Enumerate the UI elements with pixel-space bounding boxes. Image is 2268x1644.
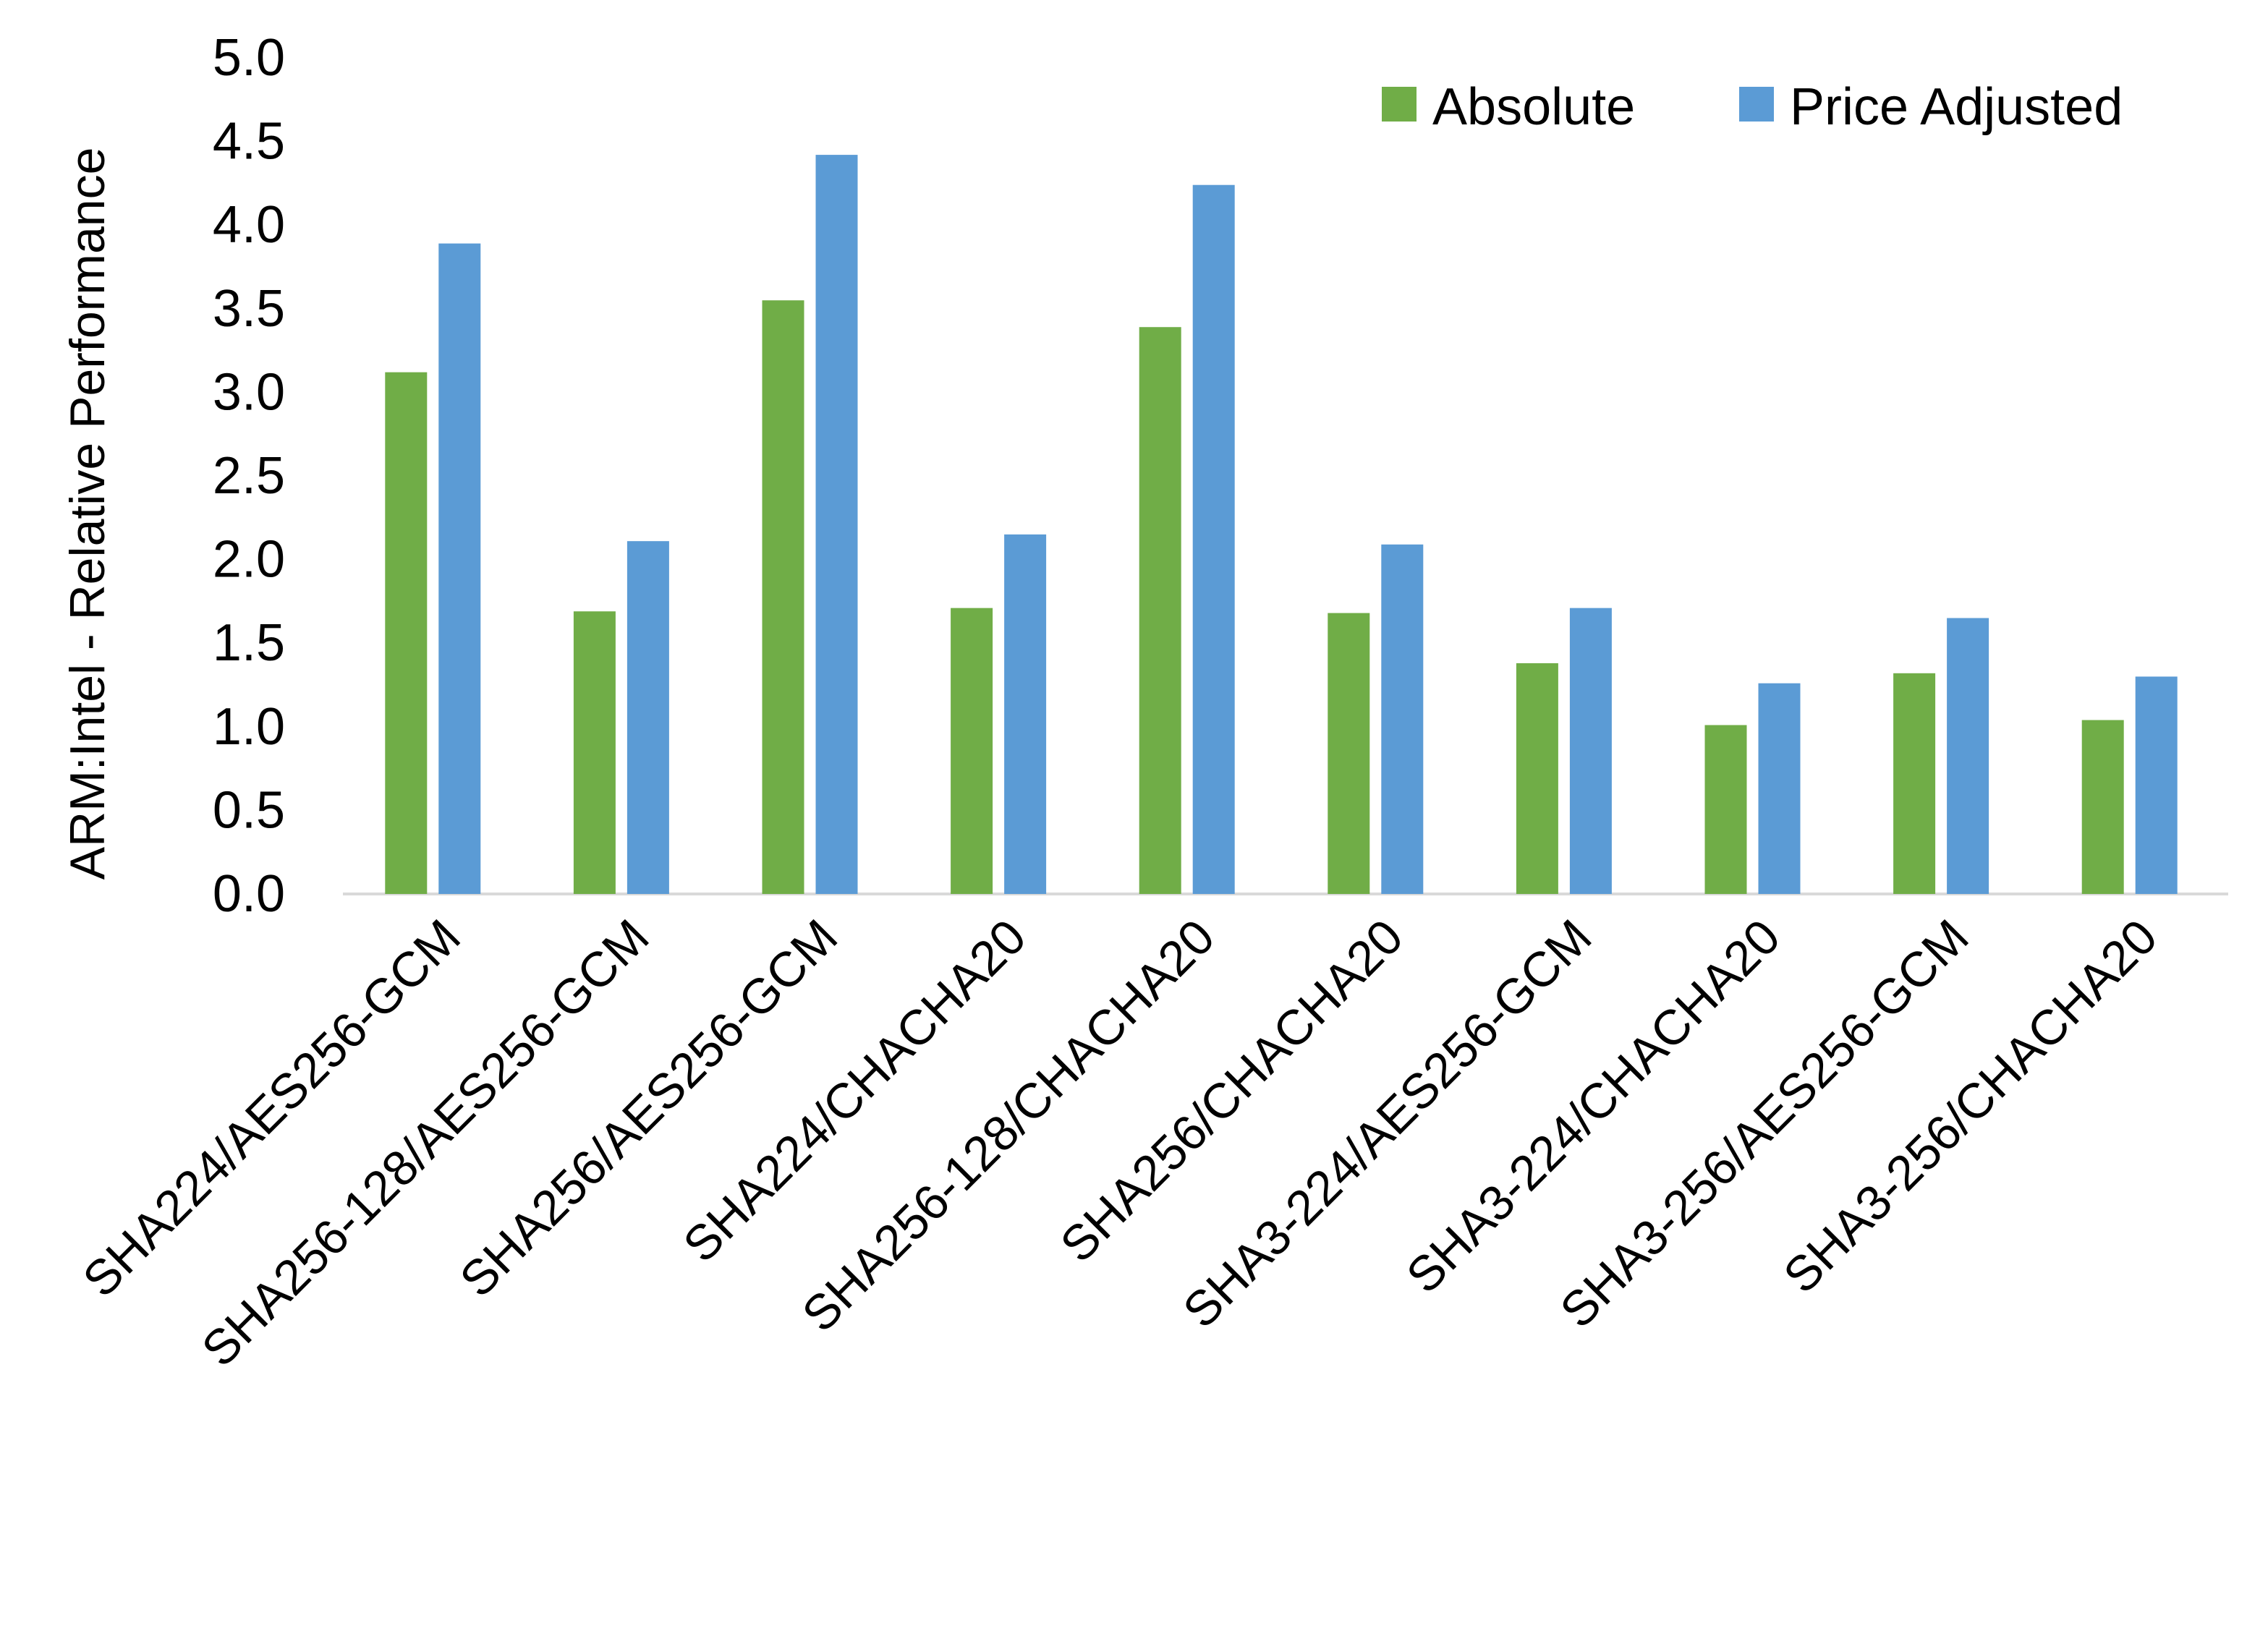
bar-absolute — [762, 300, 804, 894]
y-tick-label: 0.5 — [213, 781, 285, 839]
x-tick-label: SHA224/AES256-GCM — [72, 909, 471, 1308]
bar-absolute — [573, 611, 616, 894]
bar-absolute — [1516, 663, 1558, 894]
bar-absolute — [385, 372, 428, 894]
y-tick-label: 5.0 — [213, 29, 285, 87]
bar-price-adjusted — [815, 155, 858, 894]
bar-absolute — [1704, 725, 1747, 894]
bar-absolute — [1893, 673, 1936, 894]
bar-price-adjusted — [1569, 608, 1612, 894]
y-tick-label: 4.0 — [213, 196, 285, 254]
y-tick-label: 4.5 — [213, 113, 285, 171]
bar-absolute — [2081, 720, 2124, 894]
legend-label-absolute: Absolute — [1432, 78, 1635, 136]
x-tick-label: SHA224/CHACHA20 — [673, 909, 1037, 1273]
x-tick-label: SHA3-256/CHACHA20 — [1773, 909, 2167, 1303]
legend-label-price-adjusted: Price Adjusted — [1790, 78, 2123, 136]
bar-absolute — [951, 608, 993, 894]
y-axis-label: ARM:Intel - Relative Performance — [60, 148, 115, 880]
bar-absolute — [1328, 613, 1370, 894]
bar-absolute — [1139, 327, 1181, 894]
x-tick-label: SHA256/CHACHA20 — [1050, 909, 1414, 1273]
y-tick-label: 3.5 — [213, 280, 285, 338]
y-tick-label: 1.0 — [213, 698, 285, 756]
y-tick-label: 2.5 — [213, 447, 285, 505]
bar-price-adjusted — [1381, 544, 1424, 894]
x-tick-label: SHA256/AES256-GCM — [449, 909, 848, 1308]
y-tick-label: 2.0 — [213, 531, 285, 589]
legend-swatch-price-adjusted — [1739, 87, 1774, 122]
x-tick-label: SHA3-224/CHACHA20 — [1396, 909, 1791, 1303]
y-tick-label: 3.0 — [213, 363, 285, 421]
bar-price-adjusted — [627, 541, 669, 894]
bar-price-adjusted — [1004, 534, 1047, 894]
bar-price-adjusted — [438, 243, 481, 895]
bar-price-adjusted — [2135, 676, 2178, 894]
bar-price-adjusted — [1192, 184, 1235, 894]
y-tick-label: 1.5 — [213, 614, 285, 672]
bar-price-adjusted — [1947, 618, 1989, 894]
legend: Absolute Price Adjusted — [1382, 78, 2123, 136]
bar-price-adjusted — [1758, 683, 1801, 894]
legend-swatch-absolute — [1382, 87, 1417, 122]
y-tick-label: 0.0 — [213, 865, 285, 923]
